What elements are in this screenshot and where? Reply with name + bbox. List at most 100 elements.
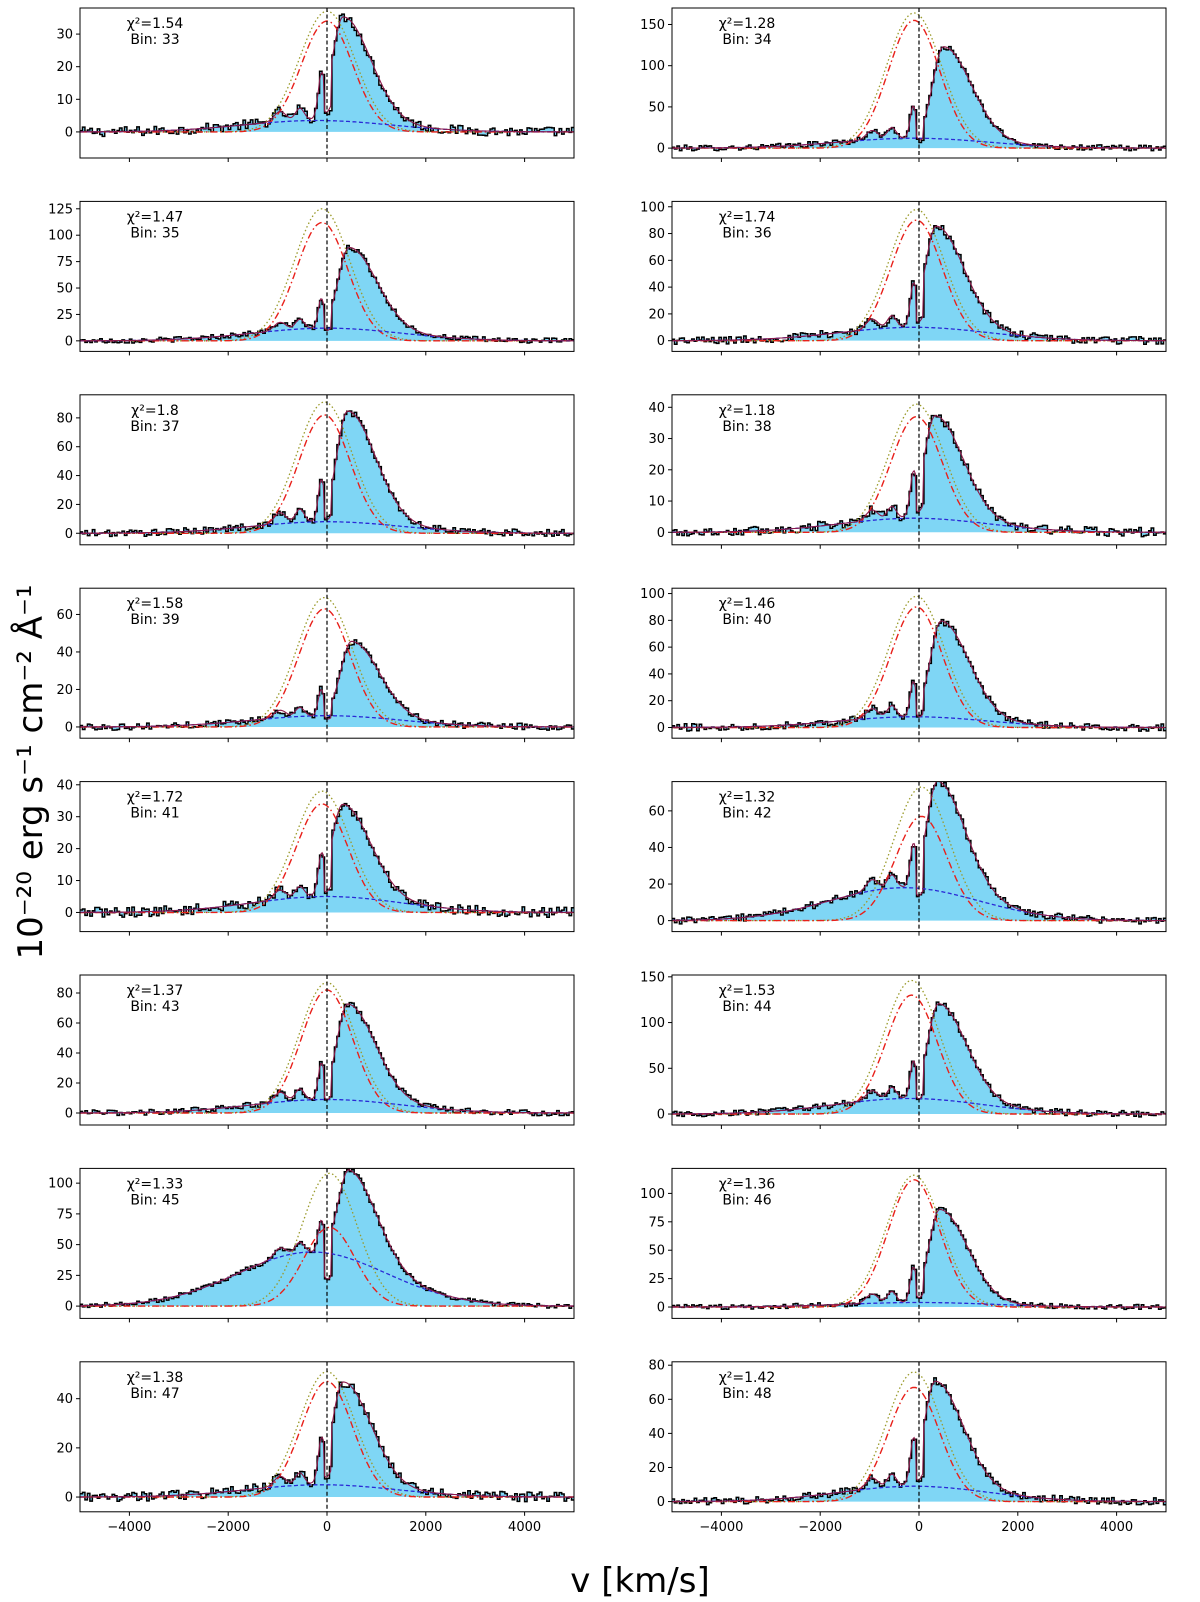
y-tick-label: 20 <box>648 1461 665 1476</box>
y-tick-label: 50 <box>56 282 73 297</box>
y-tick-label: 30 <box>648 432 665 447</box>
y-tick-label: 20 <box>56 842 73 857</box>
y-tick-label: 10 <box>648 495 665 510</box>
y-tick-label: 40 <box>648 841 665 856</box>
x-tick-label: −4000 <box>699 1520 743 1535</box>
y-tick-label: 40 <box>56 1047 73 1062</box>
total-line-curve <box>672 1371 1166 1503</box>
y-tick-label: 100 <box>640 200 665 215</box>
y-tick-label: 100 <box>48 229 73 244</box>
x-tick-label: 4000 <box>1100 1520 1133 1535</box>
y-tick-label: 0 <box>657 142 665 157</box>
chi2-annotation: χ²=1.37 <box>127 983 184 999</box>
x-tick-label: 4000 <box>508 1520 541 1535</box>
bin-annotation: Bin: 46 <box>722 1192 771 1208</box>
y-tick-label: 60 <box>56 440 73 455</box>
y-tick-label: 10 <box>56 93 73 108</box>
y-tick-label: 25 <box>56 308 73 323</box>
y-tick-label: 0 <box>65 125 73 140</box>
model-fit-curve <box>80 1381 574 1498</box>
chi2-annotation: χ²=1.42 <box>719 1370 776 1386</box>
y-tick-label: 20 <box>56 1077 73 1092</box>
bin-annotation: Bin: 42 <box>722 806 771 822</box>
model-fit-curve <box>672 415 1166 533</box>
y-tick-label: 0 <box>65 1107 73 1122</box>
x-tick-label: −2000 <box>798 1520 842 1535</box>
narrow-component-curve <box>80 414 574 534</box>
y-tick-label: 20 <box>648 307 665 322</box>
y-tick-label: 80 <box>56 987 73 1002</box>
y-tick-label: 80 <box>648 1359 665 1374</box>
y-tick-label: 0 <box>657 1108 665 1123</box>
bin-annotation: Bin: 45 <box>130 1192 179 1208</box>
y-tick-label: 20 <box>56 1441 73 1456</box>
plot-area <box>672 595 1166 732</box>
y-tick-label: 0 <box>657 1301 665 1316</box>
bin-annotation: Bin: 34 <box>722 32 771 48</box>
y-tick-label: 30 <box>56 810 73 825</box>
model-fit-curve <box>672 1208 1166 1308</box>
narrow-component-curve <box>80 221 574 342</box>
plot-area <box>672 1174 1166 1311</box>
chi2-annotation: χ²=1.32 <box>719 790 776 806</box>
model-fit-curve <box>80 1003 574 1114</box>
chi2-annotation: χ²=1.38 <box>127 1370 184 1386</box>
y-tick-label: 40 <box>56 645 73 660</box>
chi2-annotation: χ²=1.54 <box>127 16 184 32</box>
bin-annotation: Bin: 40 <box>722 612 771 628</box>
y-tick-label: 0 <box>65 720 73 735</box>
y-tick-label: 10 <box>56 874 73 889</box>
chi2-annotation: χ²=1.8 <box>131 403 179 419</box>
data-histogram <box>672 781 1166 925</box>
y-tick-label: 40 <box>648 281 665 296</box>
x-tick-label: 2000 <box>1001 1520 1034 1535</box>
y-tick-label: 150 <box>640 970 665 985</box>
bin-annotation: Bin: 35 <box>130 225 179 241</box>
y-tick-label: 100 <box>640 59 665 74</box>
y-tick-label: 25 <box>648 1272 665 1287</box>
bin-annotation: Bin: 37 <box>130 419 179 435</box>
y-tick-label: 40 <box>648 667 665 682</box>
y-tick-label: 80 <box>648 614 665 629</box>
y-tick-label: 0 <box>657 526 665 541</box>
y-tick-label: 100 <box>48 1177 73 1192</box>
y-tick-label: 80 <box>56 411 73 426</box>
y-tick-label: 150 <box>640 18 665 33</box>
chi2-annotation: χ²=1.46 <box>719 596 776 612</box>
x-tick-label: 0 <box>323 1520 331 1535</box>
y-tick-label: 0 <box>657 334 665 349</box>
y-tick-label: 40 <box>56 778 73 793</box>
y-tick-label: 50 <box>648 1244 665 1259</box>
chi2-annotation: χ²=1.72 <box>127 790 184 806</box>
y-tick-label: 20 <box>648 463 665 478</box>
y-tick-label: 40 <box>56 1392 73 1407</box>
model-fit-curve <box>672 1003 1166 1115</box>
y-tick-label: 0 <box>657 1495 665 1510</box>
data-histogram <box>80 1381 574 1503</box>
y-tick-label: 50 <box>648 100 665 115</box>
chi2-annotation: χ²=1.58 <box>127 596 184 612</box>
y-tick-label: 20 <box>56 683 73 698</box>
chi2-annotation: χ²=1.33 <box>127 1176 184 1192</box>
x-axis-label: v [km/s] <box>570 1561 709 1601</box>
narrow-component-curve <box>80 803 574 914</box>
bin-annotation: Bin: 33 <box>130 32 179 48</box>
y-tick-label: 60 <box>648 254 665 269</box>
y-tick-label: 20 <box>56 60 73 75</box>
narrow-component-curve <box>672 606 1166 729</box>
bin-annotation: Bin: 43 <box>130 999 179 1015</box>
y-tick-label: 100 <box>640 1016 665 1031</box>
y-tick-label: 0 <box>65 1300 73 1315</box>
y-tick-label: 0 <box>65 527 73 542</box>
chi2-annotation: χ²=1.53 <box>719 983 776 999</box>
y-tick-label: 60 <box>56 608 73 623</box>
